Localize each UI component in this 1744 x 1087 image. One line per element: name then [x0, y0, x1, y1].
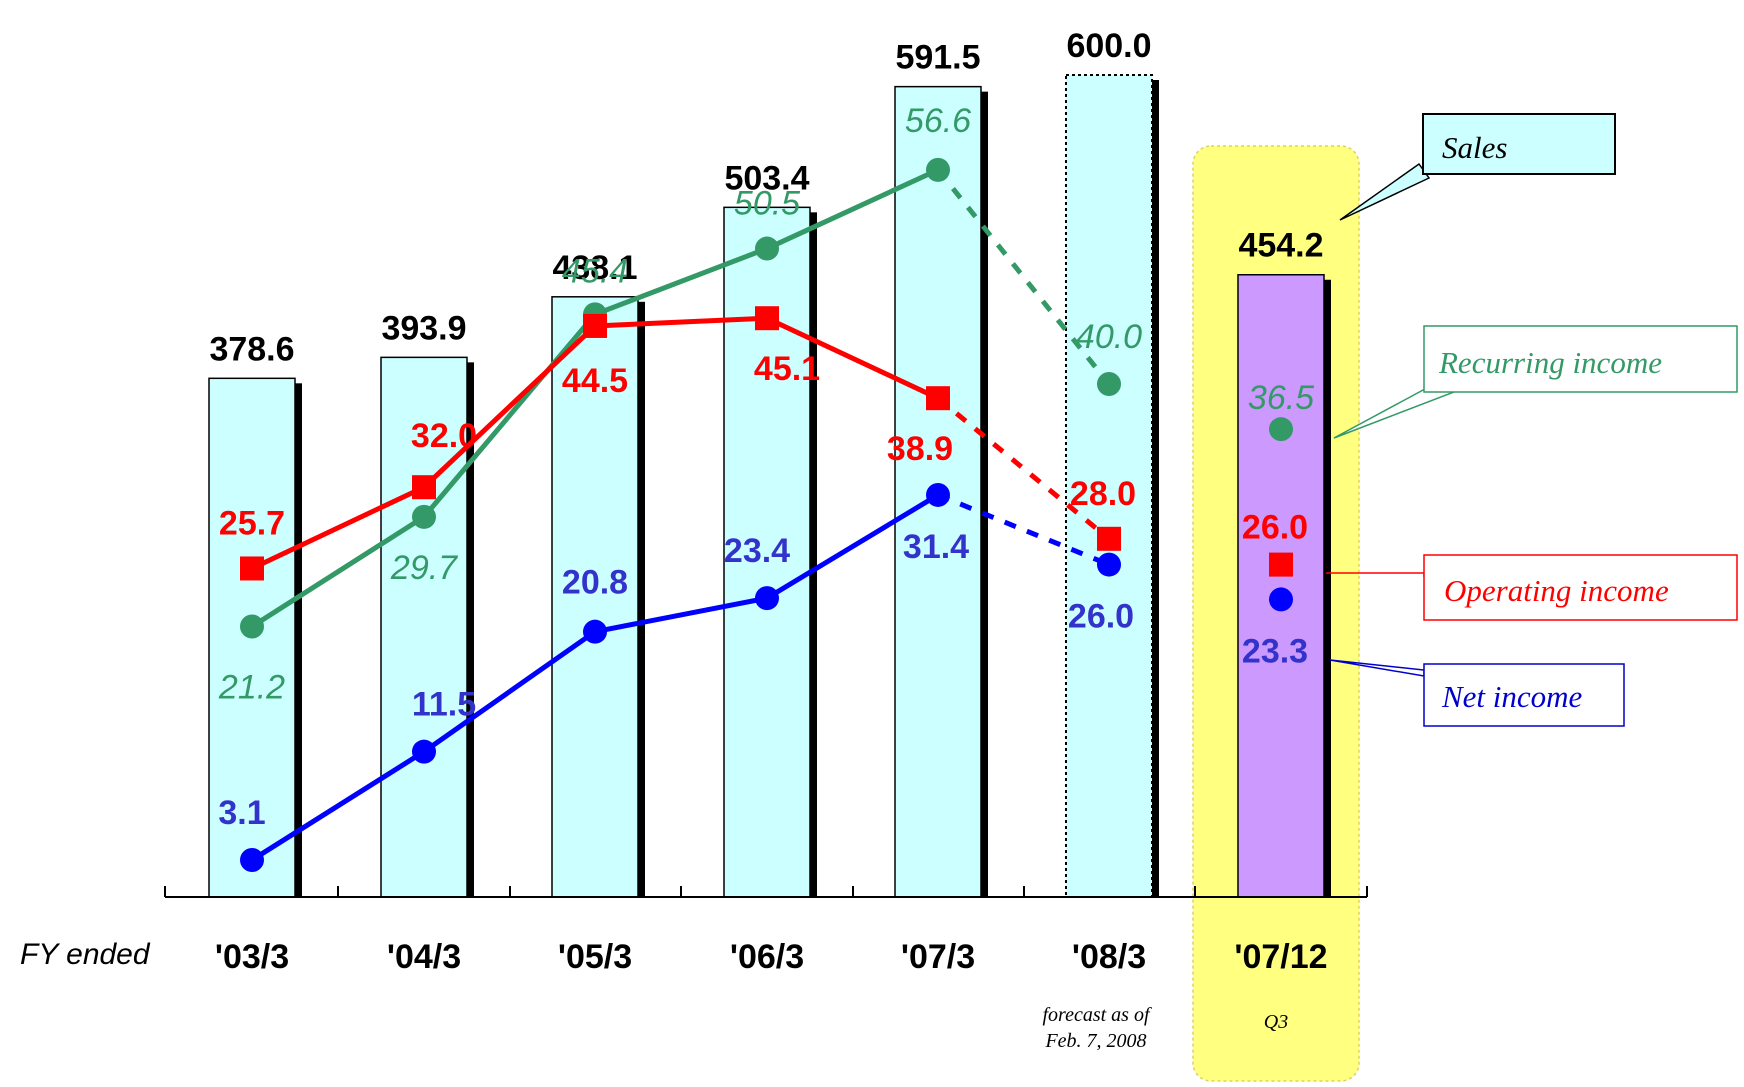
- net-point-4: [926, 482, 950, 507]
- net-point-5: [1097, 552, 1121, 577]
- x-tick-label-1: '04/3: [387, 938, 461, 976]
- recurring-value-label-0: 21.2: [218, 669, 285, 707]
- sales-bars: [208, 74, 1331, 898]
- recurring-point-4: [926, 157, 950, 182]
- sales-value-label-0: 378.6: [209, 330, 294, 368]
- operating-point-4: [926, 386, 950, 411]
- net-point-1: [412, 739, 436, 764]
- operating-point-2: [583, 313, 607, 338]
- sales-bar-1: [380, 356, 468, 898]
- recurring-point-1: [412, 504, 436, 529]
- net-point-3: [755, 586, 779, 611]
- operating-point-6: [1269, 552, 1293, 577]
- net-value-label-3: 23.4: [724, 532, 790, 570]
- operating-point-3: [755, 306, 779, 331]
- sales-bar-6: [1237, 273, 1325, 898]
- net-value-label-5: 26.0: [1068, 598, 1134, 636]
- operating-value-label-1: 32.0: [411, 417, 477, 455]
- recurring-value-label-3: 50.5: [734, 185, 800, 223]
- legend-net: Net income: [1329, 659, 1625, 727]
- recurring-point-3: [755, 236, 779, 261]
- x-tick-label-6: '07/12: [1234, 938, 1327, 976]
- recurring-point-5: [1097, 372, 1121, 396]
- fy-ended-label: FY ended: [20, 938, 151, 971]
- forecast-note-line1: forecast as of: [1042, 1004, 1151, 1026]
- recurring-value-label-4: 56.6: [905, 102, 971, 140]
- net-value-label-0: 3.1: [218, 794, 265, 832]
- x-axis: [164, 886, 1368, 898]
- x-tick-label-3: '06/3: [730, 938, 804, 976]
- net-value-label-6: 23.3: [1242, 632, 1308, 670]
- operating-point-1: [412, 475, 436, 500]
- sales-value-label-4: 591.5: [895, 39, 980, 77]
- operating-value-label-0: 25.7: [219, 504, 285, 542]
- operating-point-5: [1097, 526, 1121, 551]
- x-tick-labels: '03/3 '04/3 '05/3 '06/3 '07/3 '08/3 '07/12: [215, 938, 1328, 976]
- sales-value-label-5: 600.0: [1066, 27, 1151, 65]
- recurring-point-6: [1269, 417, 1293, 442]
- x-tick-label-2: '05/3: [558, 938, 632, 976]
- legend-operating-text: Operating income: [1444, 573, 1669, 608]
- recurring-value-label-5: 40.0: [1076, 318, 1142, 356]
- operating-value-label-3: 45.1: [754, 350, 820, 388]
- sales-bar-labels: 378.6 393.9 438.1 503.4 591.5 600.0 454.2: [209, 27, 1323, 368]
- operating-value-label-2: 44.5: [562, 362, 628, 400]
- sales-value-label-3: 503.4: [724, 159, 809, 197]
- forecast-note-line2: Feb. 7, 2008: [1044, 1030, 1146, 1052]
- recurring-value-label-2: 45.4: [562, 252, 628, 290]
- sales-value-label-2: 438.1: [552, 249, 637, 287]
- operating-value-label-6: 26.0: [1242, 509, 1308, 547]
- legend-recurring: Recurring income: [1333, 325, 1738, 439]
- legend-sales: Sales: [1339, 113, 1616, 221]
- income-markers: [240, 157, 1293, 873]
- sales-bar-2: [551, 296, 639, 898]
- legend-sales-text: Sales: [1442, 130, 1507, 165]
- operating-point-0: [240, 556, 264, 581]
- net-value-label-2: 20.8: [562, 564, 628, 602]
- net-point-0: [240, 848, 264, 873]
- legend-net-text: Net income: [1441, 679, 1583, 714]
- q3-note: Q3: [1264, 1011, 1288, 1033]
- net-point-6: [1269, 587, 1293, 612]
- income-labels: 21.2 29.7 45.4 50.5 56.6 40.0 36.5 25.7 32.0 44.5…: [218, 102, 1314, 832]
- sales-value-label-6: 454.2: [1238, 227, 1323, 265]
- x-tick-label-5: '08/3: [1072, 938, 1146, 976]
- x-tick-label-4: '07/3: [901, 938, 975, 976]
- operating-value-label-4: 38.9: [887, 430, 953, 468]
- net-value-label-1: 11.5: [412, 686, 476, 724]
- net-forecast-line: [937, 492, 1110, 567]
- recurring-value-label-1: 29.7: [390, 549, 458, 587]
- recurring-point-0: [240, 614, 264, 639]
- sales-value-label-1: 393.9: [381, 309, 466, 347]
- legend-recurring-text: Recurring income: [1438, 345, 1662, 380]
- net-value-label-4: 31.4: [903, 528, 969, 566]
- x-tick-label-0: '03/3: [215, 938, 289, 976]
- recurring-value-label-6: 36.5: [1248, 379, 1314, 417]
- legend-operating: Operating income: [1326, 554, 1738, 621]
- net-point-2: [583, 619, 607, 644]
- operating-value-label-5: 28.0: [1070, 475, 1136, 513]
